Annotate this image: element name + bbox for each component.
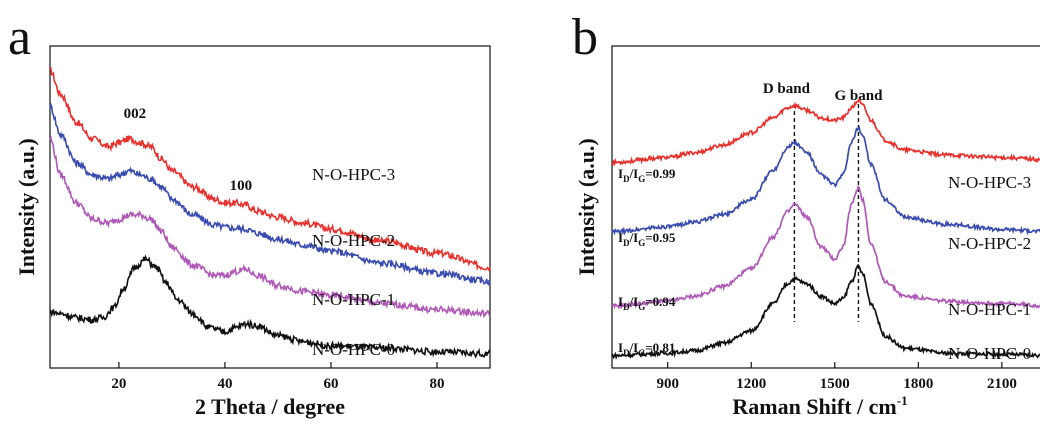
panel-b-ratio-label: ID/IG=0.95 — [618, 230, 676, 248]
ratio-sub-d: D — [623, 174, 630, 184]
panel-b-series-label: N-O-HPC-1 — [948, 300, 1031, 319]
panel-a-annotations: 002 100 — [124, 106, 253, 194]
panel-a-series-label: N-O-HPC-3 — [312, 165, 395, 184]
panel-a-peak-label: 100 — [230, 178, 253, 194]
ratio-sub-g: G — [638, 348, 645, 358]
panel-b-frame — [611, 45, 1040, 369]
ratio-slash: /I — [629, 230, 639, 245]
panel-b-ticks: 900 1200 1500 1800 2100 — [656, 362, 1017, 392]
panel-b-tick-label: 1800 — [903, 376, 933, 392]
ratio-sub-d: D — [623, 238, 630, 248]
panel-b-tick-label: 900 — [656, 376, 679, 392]
panel-b-x-axis-title: Raman Shift / cm-1 — [732, 393, 907, 419]
ratio-i-d: I — [618, 340, 623, 355]
panel-b-series-label: N-O-HPC-0 — [948, 344, 1031, 363]
panel-b-series-line — [611, 125, 1040, 236]
panel-b-tick-label: 2100 — [987, 376, 1017, 392]
ratio-i-d: I — [618, 230, 623, 245]
ratio-slash: /I — [629, 166, 639, 181]
panel-a-tick-label: 60 — [323, 376, 338, 392]
panel-a-x-axis-title: 2 Theta / degree — [195, 394, 345, 419]
panel-a-series-line — [49, 134, 491, 319]
ratio-value: =0.95 — [645, 230, 676, 245]
panel-a-y-axis-title: Intensity (a.u.) — [14, 138, 39, 276]
panel-b-tick-label: 1200 — [736, 376, 766, 392]
panel-a-series-label: N-O-HPC-0 — [312, 340, 395, 359]
panel-a-series-group — [49, 66, 491, 359]
ratio-slash: /I — [629, 294, 639, 309]
panel-a-tick-label: 40 — [217, 376, 232, 392]
panel-b-ratio-label: ID/IG=0.99 — [618, 166, 676, 184]
ratio-i-d: I — [618, 294, 623, 309]
ratio-sub-g: G — [638, 238, 645, 248]
panel-a-series-labels: N-O-HPC-3 N-O-HPC-2 N-O-HPC-1 N-O-HPC-0 — [312, 165, 395, 359]
panel-a-series-line — [49, 254, 491, 359]
panel-a-series-line — [49, 66, 491, 273]
panel-b-ratio-label: ID/IG=0.94 — [618, 294, 676, 312]
panel-b-x-axis-title-main: Raman Shift / cm — [732, 394, 896, 419]
panel-b-series-line — [611, 185, 1040, 310]
panel-b-tick-label: 1500 — [820, 376, 850, 392]
ratio-sub-d: D — [623, 348, 630, 358]
panel-b-x-axis-title-sup: -1 — [897, 393, 908, 408]
panel-a-tick-label: 80 — [429, 376, 444, 392]
panel-b-band-label: G band — [834, 88, 883, 104]
ratio-sub-g: G — [638, 302, 645, 312]
panel-b-series-label: N-O-HPC-2 — [948, 234, 1031, 253]
ratio-sub-g: G — [638, 174, 645, 184]
panel-a-ticks: 20 40 60 80 — [111, 362, 444, 392]
panel-a-series-label: N-O-HPC-1 — [312, 290, 395, 309]
ratio-value: =0.99 — [645, 166, 676, 181]
panel-a-peak-label: 002 — [124, 106, 147, 122]
panel-b-band-label: D band — [763, 81, 811, 97]
panel-b-series-labels: N-O-HPC-3 N-O-HPC-2 N-O-HPC-1 N-O-HPC-0 — [948, 173, 1031, 363]
panel-b-y-axis-title: Intensity (a.u.) — [574, 138, 599, 276]
panel-b-series-line — [611, 263, 1040, 360]
ratio-slash: /I — [629, 340, 639, 355]
panel-a-series-line — [49, 101, 491, 286]
panel-b-band-lines: D band G band — [763, 81, 883, 322]
panel-b-series-line — [611, 98, 1040, 167]
ratio-value: =0.81 — [645, 340, 675, 355]
panel-b-series-group — [611, 98, 1040, 360]
panel-b-ratio-label: ID/IG=0.81 — [618, 340, 675, 358]
panel-b-chart: D band G band 900 1200 1500 1800 2100 N-O-HPC… — [574, 45, 1040, 419]
ratio-i-d: I — [618, 166, 623, 181]
panel-b-letter: b — [572, 9, 598, 66]
panel-a-letter: a — [8, 9, 31, 66]
panel-a-series-label: N-O-HPC-2 — [312, 231, 395, 250]
panel-a-tick-label: 20 — [111, 376, 126, 392]
panel-b-series-label: N-O-HPC-3 — [948, 173, 1031, 192]
panel-a-frame — [49, 45, 491, 369]
ratio-value: =0.94 — [645, 294, 676, 309]
ratio-sub-d: D — [623, 302, 630, 312]
